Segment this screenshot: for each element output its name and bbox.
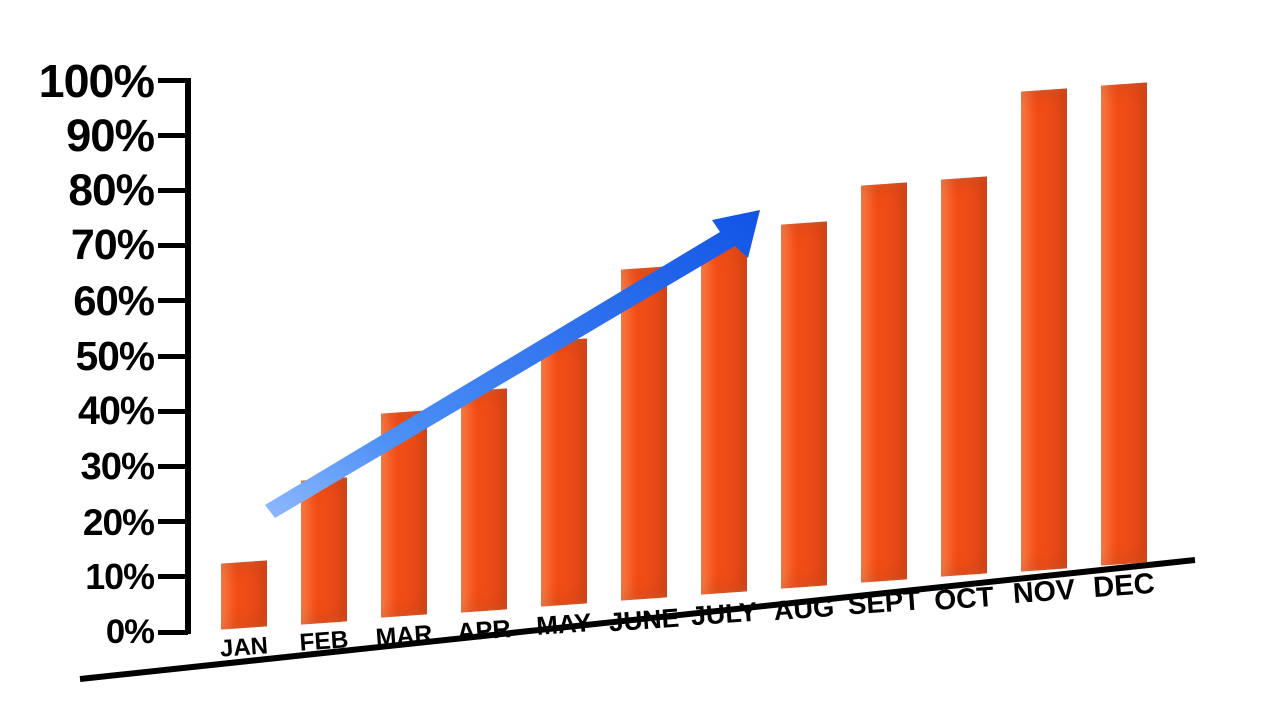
y-tick-label: 20% xyxy=(14,501,154,544)
y-tick-label: 90% xyxy=(14,110,154,162)
y-tick-label: 100% xyxy=(14,54,154,108)
x-tick-label: DEC xyxy=(1068,566,1180,607)
bar xyxy=(941,177,987,578)
bar xyxy=(461,388,507,612)
y-tick xyxy=(158,298,188,303)
y-tick-label: 0% xyxy=(14,613,154,652)
bar xyxy=(1101,82,1147,565)
bar xyxy=(781,221,827,589)
bar xyxy=(621,266,667,600)
bar xyxy=(381,410,427,617)
y-tick-label: 10% xyxy=(14,557,154,598)
y-tick-label: 70% xyxy=(14,221,154,270)
y-tick xyxy=(158,464,188,469)
bar xyxy=(1021,88,1067,571)
y-tick xyxy=(158,133,188,138)
bar xyxy=(221,560,267,629)
y-tick-label: 60% xyxy=(14,277,154,325)
bar xyxy=(861,182,907,583)
y-tick-label: 40% xyxy=(14,389,154,434)
y-tick xyxy=(158,409,188,414)
y-tick xyxy=(158,78,188,83)
bar xyxy=(701,244,747,595)
monthly-growth-bar-chart: 0%10%20%30%40%50%60%70%80%90%100% JANFEB… xyxy=(0,0,1280,720)
y-tick-label: 30% xyxy=(14,445,154,489)
y-tick xyxy=(158,630,188,635)
y-tick xyxy=(158,519,188,524)
bar xyxy=(301,477,347,624)
y-tick-label: 50% xyxy=(14,333,154,380)
y-tick-label: 80% xyxy=(14,166,154,216)
y-tick xyxy=(158,354,188,359)
y-tick xyxy=(158,188,188,193)
y-tick xyxy=(158,574,188,579)
y-tick xyxy=(158,243,188,248)
bar xyxy=(541,338,587,606)
